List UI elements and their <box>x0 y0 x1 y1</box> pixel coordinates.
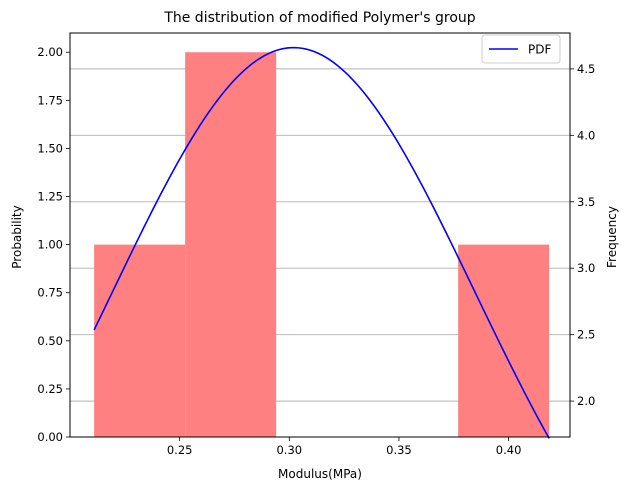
y-right-tick-label: 4.5 <box>577 62 595 76</box>
y-tick-label: 0.00 <box>37 430 63 444</box>
y-tick-label: 1.50 <box>37 141 63 155</box>
histogram-bar <box>458 244 550 437</box>
y-tick-label: 1.75 <box>37 93 63 107</box>
x-axis-label: Modulus(MPa) <box>278 467 362 481</box>
chart-title: The distribution of modified Polymer's g… <box>163 10 475 26</box>
y-right-tick-label: 4.0 <box>577 128 595 142</box>
y-tick-label: 0.75 <box>37 286 63 300</box>
y-right-axis-label: Frequency <box>605 206 619 268</box>
x-tick-label: 0.35 <box>386 443 412 457</box>
legend: PDF <box>481 34 561 64</box>
y-tick-label: 0.25 <box>37 382 63 396</box>
y-tick-label: 1.00 <box>37 238 63 252</box>
x-tick-label: 0.30 <box>276 443 302 457</box>
y-right-tick-label: 2.5 <box>577 328 595 342</box>
histogram-bar <box>94 244 186 437</box>
pdf-curve <box>93 46 550 439</box>
y-axis-label: Probability <box>10 205 24 268</box>
y-right-axis-ticks: 2.0 2.5 3.0 3.5 4.0 4.5 <box>570 62 595 408</box>
legend-box <box>481 34 561 64</box>
y-right-tick-label: 3.0 <box>577 261 595 275</box>
y-tick-label: 0.50 <box>37 334 63 348</box>
y-tick-label: 2.00 <box>37 45 63 59</box>
y-right-tick-label: 3.5 <box>577 195 595 209</box>
plot-frame <box>69 32 571 438</box>
y-tick-label: 1.25 <box>37 190 63 204</box>
histogram-bars <box>94 52 550 437</box>
legend-label-pdf: PDF <box>528 43 551 57</box>
histogram-bar <box>185 52 277 437</box>
x-tick-label: 0.25 <box>167 443 193 457</box>
x-axis-ticks: 0.25 0.30 0.35 0.40 <box>167 437 522 457</box>
pdf-curve-layer <box>93 46 550 439</box>
x-tick-label: 0.40 <box>496 443 522 457</box>
y-right-tick-label: 2.0 <box>577 394 595 408</box>
y-axis-ticks: 0.00 0.25 0.50 0.75 1.00 1.25 1.50 1.75 2.00 <box>37 45 70 444</box>
